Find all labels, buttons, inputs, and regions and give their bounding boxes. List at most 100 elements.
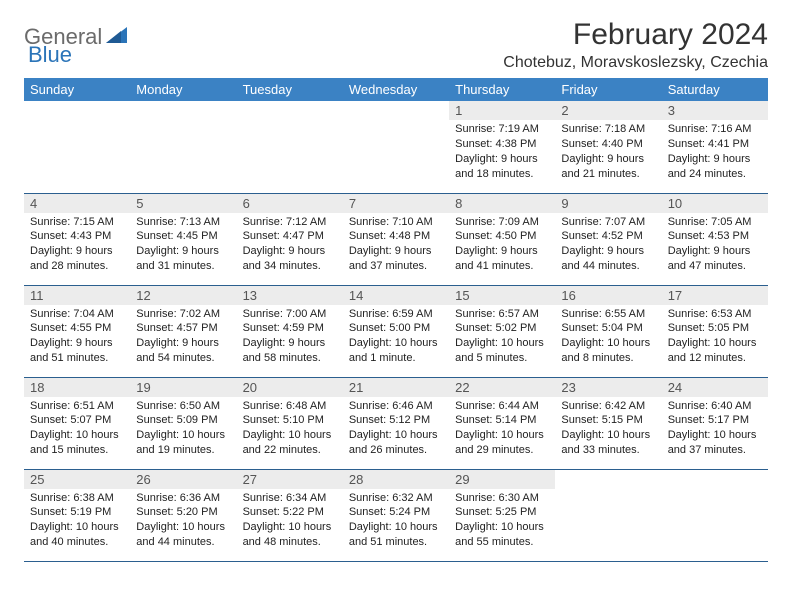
calendar-header-row: SundayMondayTuesdayWednesdayThursdayFrid…: [24, 78, 768, 101]
day-number: 23: [555, 378, 661, 397]
day-details: Sunrise: 6:48 AMSunset: 5:10 PMDaylight:…: [237, 397, 343, 462]
day-number: 2: [555, 101, 661, 120]
day-header-sunday: Sunday: [24, 78, 130, 101]
day-number: 16: [555, 286, 661, 305]
day-cell-17: 17Sunrise: 6:53 AMSunset: 5:05 PMDayligh…: [662, 285, 768, 377]
day-details: Sunrise: 7:10 AMSunset: 4:48 PMDaylight:…: [343, 213, 449, 278]
day-header-tuesday: Tuesday: [237, 78, 343, 101]
header: General February 2024 Chotebuz, Moravsko…: [24, 18, 768, 72]
day-number: 7: [343, 194, 449, 213]
day-details: Sunrise: 6:32 AMSunset: 5:24 PMDaylight:…: [343, 489, 449, 554]
day-header-wednesday: Wednesday: [343, 78, 449, 101]
empty-cell: [24, 101, 130, 193]
empty-cell: [662, 469, 768, 561]
empty-cell: [237, 101, 343, 193]
calendar-row: 4Sunrise: 7:15 AMSunset: 4:43 PMDaylight…: [24, 193, 768, 285]
day-details: Sunrise: 7:02 AMSunset: 4:57 PMDaylight:…: [130, 305, 236, 370]
day-details: Sunrise: 6:44 AMSunset: 5:14 PMDaylight:…: [449, 397, 555, 462]
day-header-monday: Monday: [130, 78, 236, 101]
empty-cell: [555, 469, 661, 561]
day-details: Sunrise: 6:50 AMSunset: 5:09 PMDaylight:…: [130, 397, 236, 462]
day-number: 11: [24, 286, 130, 305]
day-details: Sunrise: 7:00 AMSunset: 4:59 PMDaylight:…: [237, 305, 343, 370]
brand-text-2: Blue: [28, 42, 72, 67]
day-cell-26: 26Sunrise: 6:36 AMSunset: 5:20 PMDayligh…: [130, 469, 236, 561]
day-number: 22: [449, 378, 555, 397]
day-cell-16: 16Sunrise: 6:55 AMSunset: 5:04 PMDayligh…: [555, 285, 661, 377]
day-cell-27: 27Sunrise: 6:34 AMSunset: 5:22 PMDayligh…: [237, 469, 343, 561]
day-cell-3: 3Sunrise: 7:16 AMSunset: 4:41 PMDaylight…: [662, 101, 768, 193]
day-cell-4: 4Sunrise: 7:15 AMSunset: 4:43 PMDaylight…: [24, 193, 130, 285]
calendar-row: 25Sunrise: 6:38 AMSunset: 5:19 PMDayligh…: [24, 469, 768, 561]
day-details: Sunrise: 7:07 AMSunset: 4:52 PMDaylight:…: [555, 213, 661, 278]
calendar-row: 11Sunrise: 7:04 AMSunset: 4:55 PMDayligh…: [24, 285, 768, 377]
day-details: Sunrise: 6:57 AMSunset: 5:02 PMDaylight:…: [449, 305, 555, 370]
day-number: 18: [24, 378, 130, 397]
day-number: 12: [130, 286, 236, 305]
day-details: Sunrise: 7:12 AMSunset: 4:47 PMDaylight:…: [237, 213, 343, 278]
calendar-row: 18Sunrise: 6:51 AMSunset: 5:07 PMDayligh…: [24, 377, 768, 469]
day-cell-23: 23Sunrise: 6:42 AMSunset: 5:15 PMDayligh…: [555, 377, 661, 469]
day-details: Sunrise: 6:34 AMSunset: 5:22 PMDaylight:…: [237, 489, 343, 554]
day-details: Sunrise: 7:05 AMSunset: 4:53 PMDaylight:…: [662, 213, 768, 278]
day-cell-5: 5Sunrise: 7:13 AMSunset: 4:45 PMDaylight…: [130, 193, 236, 285]
day-number: 17: [662, 286, 768, 305]
calendar-document: General February 2024 Chotebuz, Moravsko…: [0, 0, 792, 572]
day-details: Sunrise: 6:36 AMSunset: 5:20 PMDaylight:…: [130, 489, 236, 554]
day-cell-15: 15Sunrise: 6:57 AMSunset: 5:02 PMDayligh…: [449, 285, 555, 377]
day-details: Sunrise: 6:46 AMSunset: 5:12 PMDaylight:…: [343, 397, 449, 462]
day-details: Sunrise: 6:30 AMSunset: 5:25 PMDaylight:…: [449, 489, 555, 554]
day-number: 1: [449, 101, 555, 120]
day-number: 6: [237, 194, 343, 213]
day-cell-18: 18Sunrise: 6:51 AMSunset: 5:07 PMDayligh…: [24, 377, 130, 469]
day-number: 26: [130, 470, 236, 489]
day-number: 9: [555, 194, 661, 213]
day-number: 15: [449, 286, 555, 305]
day-details: Sunrise: 7:19 AMSunset: 4:38 PMDaylight:…: [449, 120, 555, 185]
day-cell-22: 22Sunrise: 6:44 AMSunset: 5:14 PMDayligh…: [449, 377, 555, 469]
day-details: Sunrise: 6:55 AMSunset: 5:04 PMDaylight:…: [555, 305, 661, 370]
day-details: Sunrise: 7:09 AMSunset: 4:50 PMDaylight:…: [449, 213, 555, 278]
day-number: 14: [343, 286, 449, 305]
title-block: February 2024 Chotebuz, Moravskoslezsky,…: [503, 18, 768, 72]
day-details: Sunrise: 6:53 AMSunset: 5:05 PMDaylight:…: [662, 305, 768, 370]
day-cell-7: 7Sunrise: 7:10 AMSunset: 4:48 PMDaylight…: [343, 193, 449, 285]
calendar-body: 1Sunrise: 7:19 AMSunset: 4:38 PMDaylight…: [24, 101, 768, 561]
calendar-row: 1Sunrise: 7:19 AMSunset: 4:38 PMDaylight…: [24, 101, 768, 193]
day-cell-9: 9Sunrise: 7:07 AMSunset: 4:52 PMDaylight…: [555, 193, 661, 285]
day-number: 5: [130, 194, 236, 213]
month-title: February 2024: [503, 18, 768, 52]
day-details: Sunrise: 7:18 AMSunset: 4:40 PMDaylight:…: [555, 120, 661, 185]
day-cell-11: 11Sunrise: 7:04 AMSunset: 4:55 PMDayligh…: [24, 285, 130, 377]
day-number: 24: [662, 378, 768, 397]
day-details: Sunrise: 6:38 AMSunset: 5:19 PMDaylight:…: [24, 489, 130, 554]
day-cell-13: 13Sunrise: 7:00 AMSunset: 4:59 PMDayligh…: [237, 285, 343, 377]
day-number: 8: [449, 194, 555, 213]
day-cell-28: 28Sunrise: 6:32 AMSunset: 5:24 PMDayligh…: [343, 469, 449, 561]
day-cell-6: 6Sunrise: 7:12 AMSunset: 4:47 PMDaylight…: [237, 193, 343, 285]
day-number: 4: [24, 194, 130, 213]
day-cell-12: 12Sunrise: 7:02 AMSunset: 4:57 PMDayligh…: [130, 285, 236, 377]
calendar-table: SundayMondayTuesdayWednesdayThursdayFrid…: [24, 78, 768, 562]
day-number: 27: [237, 470, 343, 489]
day-header-saturday: Saturday: [662, 78, 768, 101]
day-details: Sunrise: 7:04 AMSunset: 4:55 PMDaylight:…: [24, 305, 130, 370]
day-cell-24: 24Sunrise: 6:40 AMSunset: 5:17 PMDayligh…: [662, 377, 768, 469]
day-cell-20: 20Sunrise: 6:48 AMSunset: 5:10 PMDayligh…: [237, 377, 343, 469]
day-number: 28: [343, 470, 449, 489]
day-number: 25: [24, 470, 130, 489]
day-number: 29: [449, 470, 555, 489]
day-header-thursday: Thursday: [449, 78, 555, 101]
empty-cell: [343, 101, 449, 193]
day-cell-10: 10Sunrise: 7:05 AMSunset: 4:53 PMDayligh…: [662, 193, 768, 285]
day-details: Sunrise: 7:13 AMSunset: 4:45 PMDaylight:…: [130, 213, 236, 278]
day-cell-21: 21Sunrise: 6:46 AMSunset: 5:12 PMDayligh…: [343, 377, 449, 469]
day-cell-25: 25Sunrise: 6:38 AMSunset: 5:19 PMDayligh…: [24, 469, 130, 561]
day-header-friday: Friday: [555, 78, 661, 101]
empty-cell: [130, 101, 236, 193]
day-cell-19: 19Sunrise: 6:50 AMSunset: 5:09 PMDayligh…: [130, 377, 236, 469]
day-details: Sunrise: 7:16 AMSunset: 4:41 PMDaylight:…: [662, 120, 768, 185]
day-cell-14: 14Sunrise: 6:59 AMSunset: 5:00 PMDayligh…: [343, 285, 449, 377]
day-details: Sunrise: 6:40 AMSunset: 5:17 PMDaylight:…: [662, 397, 768, 462]
day-cell-29: 29Sunrise: 6:30 AMSunset: 5:25 PMDayligh…: [449, 469, 555, 561]
